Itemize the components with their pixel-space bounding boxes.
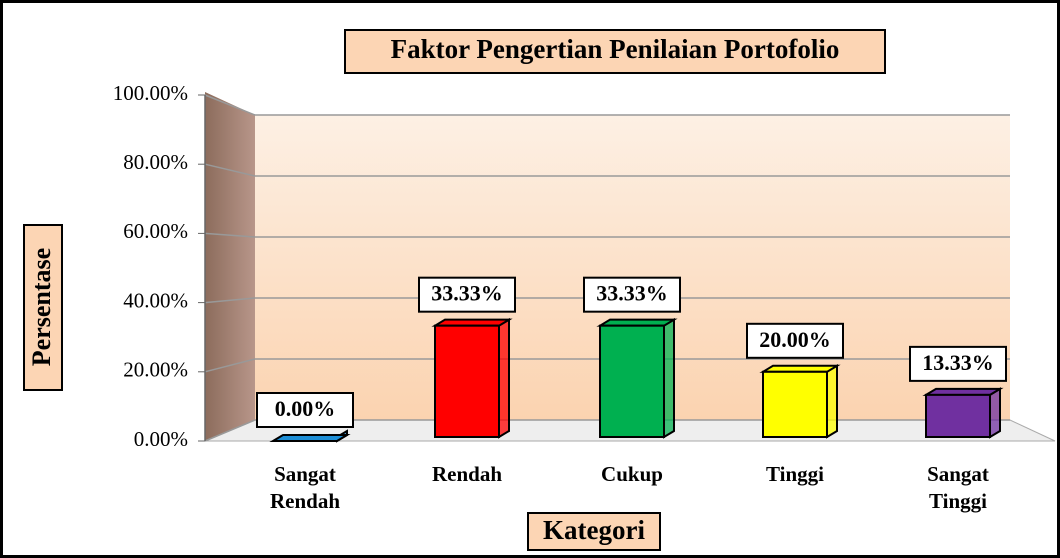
x-tick-label: Rendah [432, 462, 502, 486]
y-tick-label: 0.00% [134, 427, 188, 451]
y-tick-label: 80.00% [123, 150, 188, 174]
value-label-box [583, 276, 681, 313]
x-tick-label: Sangat Tinggi [927, 462, 989, 513]
y-axis-label: Persentase [27, 248, 56, 366]
bar-side [663, 317, 675, 439]
y-label-box [23, 224, 63, 391]
value-label-box [746, 322, 844, 359]
x-axis-label: Kategori [543, 515, 645, 545]
y-tick-label: 40.00% [123, 288, 188, 312]
bar-side [498, 317, 510, 439]
y-tick-label: 20.00% [123, 358, 188, 382]
x-label-box [527, 512, 661, 551]
y-tick-label: 60.00% [123, 219, 188, 243]
chart-title: Faktor Pengertian Penilaian Portofolio [391, 34, 840, 64]
value-label: 33.33% [596, 281, 668, 306]
value-label: 33.33% [431, 281, 503, 306]
grid-line [204, 163, 1010, 177]
value-label: 20.00% [759, 327, 831, 352]
value-label-box [256, 392, 354, 428]
x-tick-label: Tinggi [766, 462, 824, 486]
y-tick-label: 100.00% [113, 81, 188, 105]
x-tick-label: Sangat Rendah [270, 462, 340, 513]
bar [762, 370, 828, 438]
grid-line [204, 232, 1010, 238]
bar-top [269, 434, 351, 442]
bar [925, 393, 991, 439]
bar-side [826, 364, 838, 439]
value-label: 13.33% [922, 350, 994, 375]
bar [434, 324, 500, 438]
grid-line [204, 297, 1010, 304]
grid-line [204, 94, 1010, 116]
bar-side [989, 387, 1001, 439]
grid-line [204, 358, 1010, 373]
value-label-box [909, 345, 1007, 382]
side-wall [205, 92, 255, 441]
value-label-box [418, 276, 516, 313]
grid-line [204, 419, 1010, 442]
title-box [344, 29, 886, 74]
x-tick-label: Cukup [601, 462, 663, 486]
bar [599, 324, 665, 438]
value-label: 0.00% [275, 396, 336, 421]
